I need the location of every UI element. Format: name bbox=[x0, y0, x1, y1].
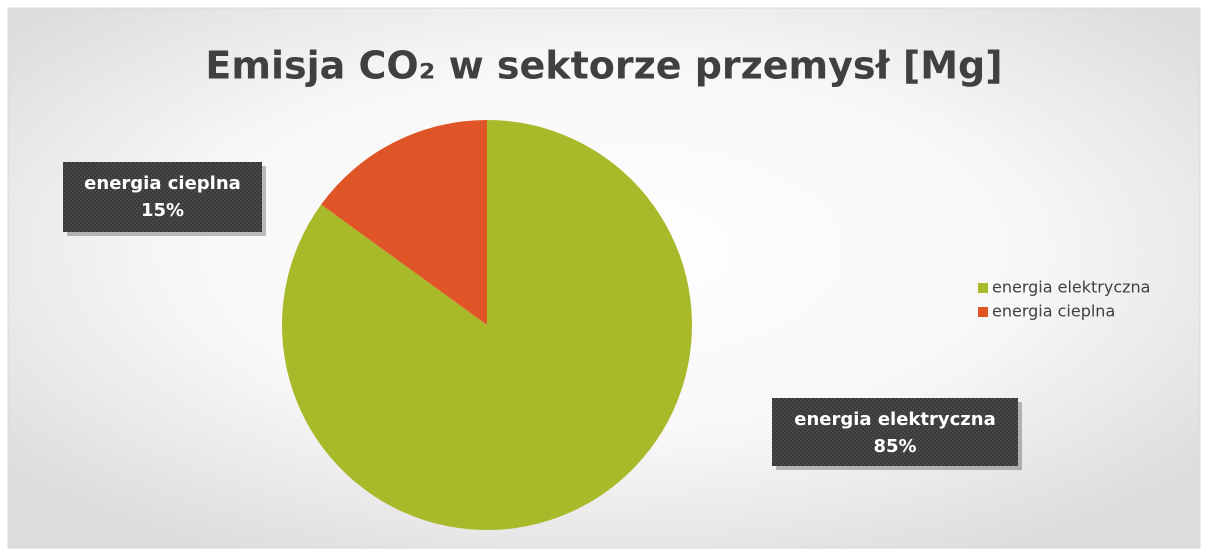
data-label-category: energia elektryczna bbox=[794, 409, 995, 430]
data-label-box bbox=[772, 398, 1018, 466]
data-label-value: 85% bbox=[873, 436, 916, 457]
legend-label: energia cieplna bbox=[992, 302, 1115, 321]
legend-label: energia elektryczna bbox=[992, 278, 1150, 297]
legend-swatch bbox=[978, 283, 988, 293]
data-label-box bbox=[63, 162, 262, 232]
chart-title: Emisja CO₂ w sektorze przemysł [Mg] bbox=[205, 44, 1002, 88]
data-label-value: 15% bbox=[141, 200, 184, 221]
legend-swatch bbox=[978, 307, 988, 317]
data-label-category: energia cieplna bbox=[84, 173, 241, 194]
pie-slice bbox=[321, 120, 487, 325]
